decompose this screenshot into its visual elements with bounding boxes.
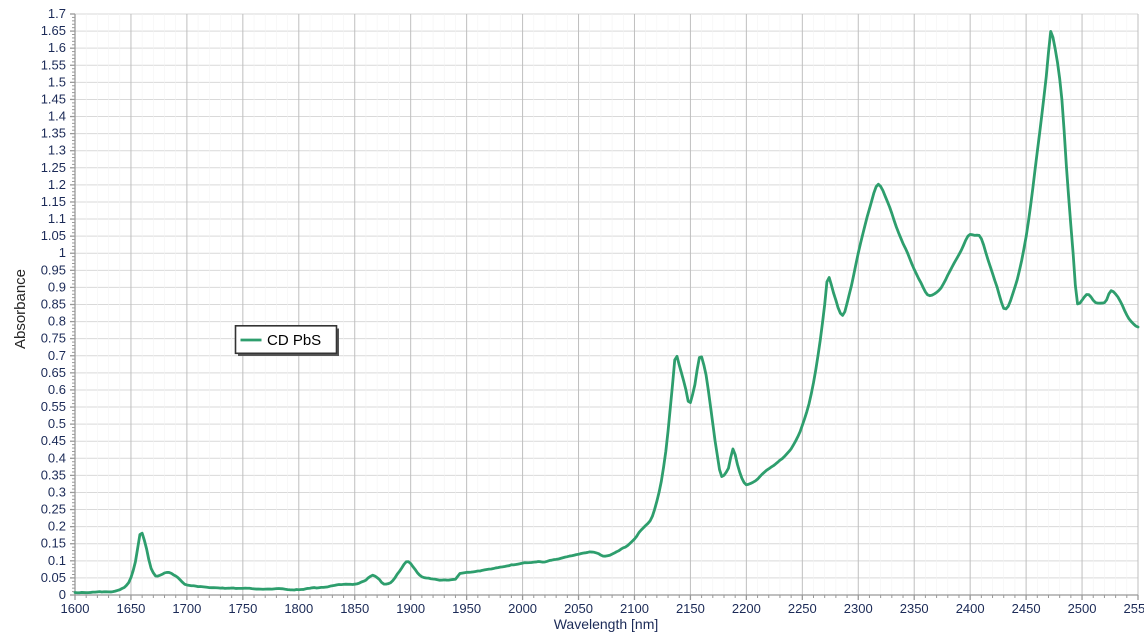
svg-text:0.95: 0.95 bbox=[41, 262, 66, 277]
svg-text:2450: 2450 bbox=[1012, 601, 1041, 616]
svg-text:1.7: 1.7 bbox=[48, 6, 66, 21]
svg-text:2400: 2400 bbox=[956, 601, 985, 616]
svg-text:0.65: 0.65 bbox=[41, 365, 66, 380]
svg-text:1850: 1850 bbox=[340, 601, 369, 616]
svg-text:0.25: 0.25 bbox=[41, 502, 66, 517]
svg-text:0.6: 0.6 bbox=[48, 382, 66, 397]
svg-text:2150: 2150 bbox=[676, 601, 705, 616]
svg-text:CD PbS: CD PbS bbox=[267, 332, 321, 349]
svg-text:0.8: 0.8 bbox=[48, 314, 66, 329]
svg-text:2000: 2000 bbox=[508, 601, 537, 616]
svg-text:1650: 1650 bbox=[116, 601, 145, 616]
svg-text:1800: 1800 bbox=[284, 601, 313, 616]
svg-text:2500: 2500 bbox=[1068, 601, 1097, 616]
svg-text:1.55: 1.55 bbox=[41, 57, 66, 72]
svg-text:0.05: 0.05 bbox=[41, 570, 66, 585]
svg-text:1.6: 1.6 bbox=[48, 40, 66, 55]
svg-text:1.15: 1.15 bbox=[41, 194, 66, 209]
svg-text:1600: 1600 bbox=[61, 601, 90, 616]
svg-text:2200: 2200 bbox=[732, 601, 761, 616]
svg-text:1.2: 1.2 bbox=[48, 177, 66, 192]
svg-text:2050: 2050 bbox=[564, 601, 593, 616]
svg-text:1.65: 1.65 bbox=[41, 23, 66, 38]
svg-text:1950: 1950 bbox=[452, 601, 481, 616]
svg-text:1.3: 1.3 bbox=[48, 143, 66, 158]
svg-text:1700: 1700 bbox=[172, 601, 201, 616]
svg-text:0.15: 0.15 bbox=[41, 536, 66, 551]
svg-text:Absorbance: Absorbance bbox=[12, 269, 29, 349]
svg-text:1.45: 1.45 bbox=[41, 91, 66, 106]
svg-text:0.4: 0.4 bbox=[48, 450, 66, 465]
svg-text:0.1: 0.1 bbox=[48, 553, 66, 568]
svg-text:1.5: 1.5 bbox=[48, 74, 66, 89]
svg-text:0.2: 0.2 bbox=[48, 519, 66, 534]
svg-text:1.4: 1.4 bbox=[48, 109, 66, 124]
svg-text:0.45: 0.45 bbox=[41, 433, 66, 448]
svg-text:0.75: 0.75 bbox=[41, 331, 66, 346]
svg-text:1.35: 1.35 bbox=[41, 126, 66, 141]
svg-text:1.1: 1.1 bbox=[48, 211, 66, 226]
svg-text:Wavelength [nm]: Wavelength [nm] bbox=[554, 616, 659, 632]
svg-text:2350: 2350 bbox=[900, 601, 929, 616]
svg-text:2300: 2300 bbox=[844, 601, 873, 616]
svg-text:0.3: 0.3 bbox=[48, 484, 66, 499]
svg-text:0.7: 0.7 bbox=[48, 348, 66, 363]
svg-text:0.85: 0.85 bbox=[41, 297, 66, 312]
svg-text:0: 0 bbox=[59, 587, 66, 602]
svg-text:0.35: 0.35 bbox=[41, 467, 66, 482]
svg-text:2250: 2250 bbox=[788, 601, 817, 616]
svg-text:2100: 2100 bbox=[620, 601, 649, 616]
svg-text:1750: 1750 bbox=[228, 601, 257, 616]
svg-text:0.9: 0.9 bbox=[48, 279, 66, 294]
svg-text:0.5: 0.5 bbox=[48, 416, 66, 431]
svg-text:1.25: 1.25 bbox=[41, 160, 66, 175]
svg-text:1900: 1900 bbox=[396, 601, 425, 616]
svg-text:0.55: 0.55 bbox=[41, 399, 66, 414]
svg-text:1: 1 bbox=[59, 245, 66, 260]
svg-text:1.05: 1.05 bbox=[41, 228, 66, 243]
